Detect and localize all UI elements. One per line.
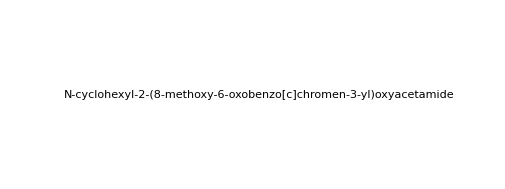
Text: N-cyclohexyl-2-(8-methoxy-6-oxobenzo[c]chromen-3-yl)oxyacetamide: N-cyclohexyl-2-(8-methoxy-6-oxobenzo[c]c… xyxy=(64,91,453,100)
